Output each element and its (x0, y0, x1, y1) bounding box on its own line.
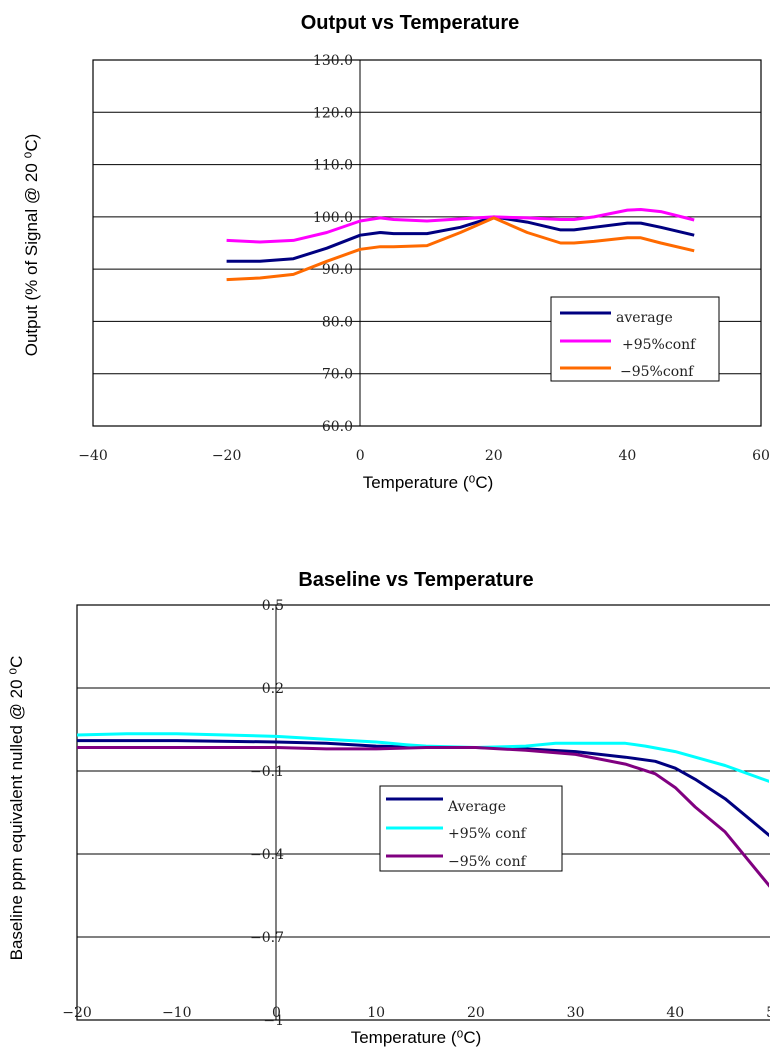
output-chart-x-label: Temperature (⁰C) (363, 473, 494, 492)
output-x-tick-label: −40 (78, 448, 108, 464)
output-y-tick-label: 120.0 (313, 105, 353, 121)
baseline-chart-title: Baseline vs Temperature (298, 569, 533, 591)
baseline-chart-series (77, 732, 769, 888)
baseline-chart-x-ticks: −20 −10 0 10 20 30 40 50 (62, 1005, 770, 1021)
output-legend-label-plus95: +95%conf (622, 337, 697, 353)
output-y-tick-label: 90.0 (322, 262, 353, 278)
output-x-tick-label: 20 (485, 448, 503, 464)
baseline-x-tick-label: 20 (467, 1005, 485, 1021)
baseline-x-tick-label: 30 (567, 1005, 585, 1021)
output-y-tick-label: 100.0 (313, 210, 353, 226)
output-chart-series (226, 208, 695, 282)
output-x-tick-label: 40 (618, 448, 636, 464)
baseline-y-tick-label: 0.2 (262, 681, 284, 697)
baseline-y-tick-label: −1 (263, 1013, 284, 1029)
output-x-tick-label: 0 (356, 448, 365, 464)
output-x-tick-label: −20 (212, 448, 242, 464)
output-chart-x-ticks: −40 −20 0 20 40 60 (78, 448, 770, 464)
baseline-chart-y-ticks: −1 −0.7 −0.4 −0.1 0.2 0.5 (250, 598, 284, 1029)
baseline-x-tick-label: 40 (666, 1005, 684, 1021)
output-y-tick-label: 70.0 (322, 367, 353, 383)
baseline-chart-x-label: Temperature (⁰C) (351, 1028, 482, 1047)
output-y-tick-label: 80.0 (322, 314, 353, 330)
output-y-tick-label: 60.0 (322, 419, 353, 435)
baseline-y-tick-label: −0.7 (250, 930, 284, 946)
baseline-legend-label-minus95: −95% conf (448, 854, 528, 870)
output-chart-y-ticks: 60.0 70.0 80.0 90.0 100.0 110.0 120.0 130.0 (313, 53, 353, 435)
baseline-y-tick-label: 0.5 (262, 598, 284, 614)
baseline-series-line-2 (77, 746, 769, 888)
baseline-x-tick-label: 50 (766, 1005, 770, 1021)
baseline-chart-grid (77, 687, 770, 938)
baseline-x-tick-label: −20 (62, 1005, 92, 1021)
output-chart: Output vs Temperature 60.0 70.0 80.0 90.0 10… (22, 12, 770, 492)
output-chart-y-label: Output (% of Signal @ 20 ⁰C) (22, 134, 41, 357)
output-legend-label-minus95: −95%conf (620, 364, 695, 380)
baseline-x-tick-label: −10 (162, 1005, 192, 1021)
output-series-line-0 (226, 215, 695, 263)
output-x-tick-label: 60 (752, 448, 770, 464)
baseline-x-tick-label: 0 (272, 1005, 281, 1021)
baseline-chart: Baseline vs Temperature −1 −0.7 −0.4 −0.1 0.… (7, 569, 770, 1047)
output-legend-label-average: average (616, 310, 673, 326)
output-series-line-1 (226, 208, 695, 244)
output-series-line-2 (226, 216, 695, 282)
baseline-y-tick-label: −0.4 (250, 847, 284, 863)
output-chart-legend: average +95%conf −95%conf (550, 296, 720, 382)
baseline-chart-y-label: Baseline ppm equivalent nulled @ 20 ⁰C (7, 656, 26, 961)
baseline-y-tick-label: −0.1 (250, 764, 284, 780)
output-y-tick-label: 130.0 (313, 53, 353, 69)
output-y-tick-label: 110.0 (313, 158, 353, 174)
baseline-x-tick-label: 10 (367, 1005, 385, 1021)
baseline-chart-legend: Average +95% conf −95% conf (379, 785, 563, 872)
baseline-legend-label-plus95: +95% conf (448, 826, 528, 842)
baseline-legend-label-average: Average (447, 799, 506, 815)
output-chart-title: Output vs Temperature (301, 12, 520, 34)
